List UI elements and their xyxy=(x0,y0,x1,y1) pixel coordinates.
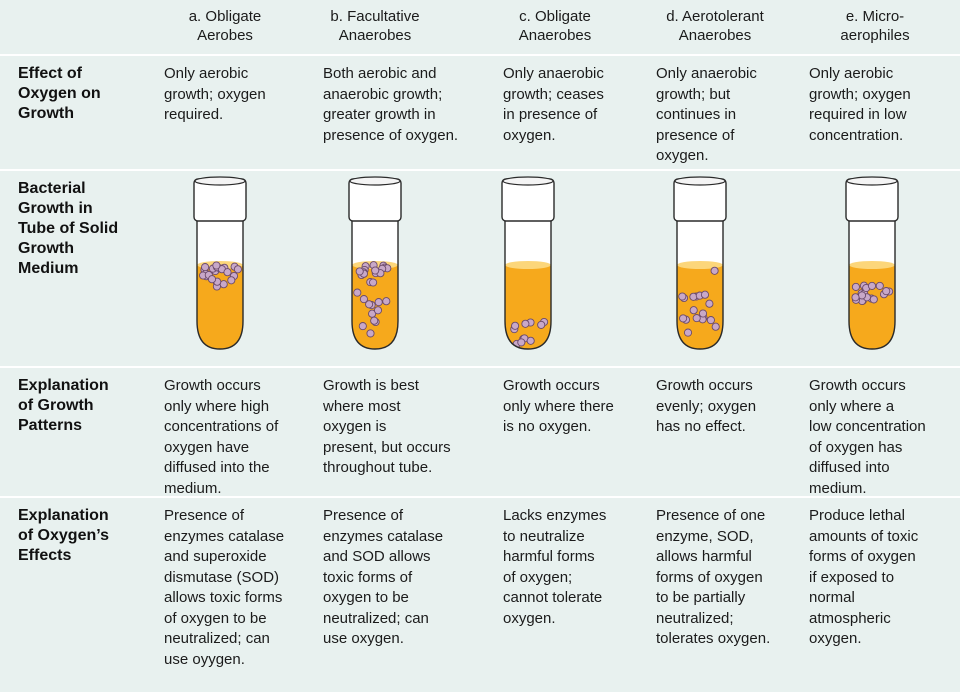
bacterial-colony xyxy=(358,322,367,331)
explain-row-label: Explanation of Growth Patterns xyxy=(18,377,109,434)
bacterial-colony xyxy=(359,295,368,304)
growth-medium xyxy=(849,265,895,349)
explain-cell-b: Growth is best where most oxygen is pres… xyxy=(323,377,451,476)
tube-outline xyxy=(676,218,724,350)
bacterial-colony xyxy=(365,300,374,309)
bacterial-colony xyxy=(711,322,720,331)
bacterial-colony xyxy=(526,336,535,345)
bacterial-colony xyxy=(521,319,530,328)
effect-row-label: Effect of Oxygen on Growth xyxy=(18,65,101,122)
bacterial-colony xyxy=(517,338,526,347)
bacterial-colony xyxy=(227,276,236,285)
bacterial-colony xyxy=(355,267,364,276)
oxygen-row-label: Explanation of Oxygen’s Effects xyxy=(18,507,109,564)
bacterial-colony xyxy=(370,316,379,325)
bacterial-colony xyxy=(369,278,378,287)
tube-outline xyxy=(504,218,552,350)
header-aerotolerant-anaerobes: d. Aerotolerant Anaerobes xyxy=(666,8,764,44)
bacterial-colony xyxy=(223,268,232,277)
bacterial-colony xyxy=(700,290,710,299)
growth-medium xyxy=(505,265,551,349)
effect-cell-d: Only anaerobic growth; but continues in … xyxy=(656,65,757,164)
bacterial-colony xyxy=(371,266,380,275)
bacterial-colony xyxy=(705,299,714,308)
bacterial-colony xyxy=(851,282,860,291)
explain-cell-c: Growth occurs only where there is no oxy… xyxy=(503,377,614,435)
tube-outline xyxy=(848,218,896,350)
header-facultative-anaerobes: b. Facultative Anaerobes xyxy=(330,8,420,44)
header-obligate-aerobes: a. Obligate Aerobes xyxy=(188,8,262,44)
bacterial-colony xyxy=(683,328,693,337)
oxygen-cell-c: Lacks enzymes to neutralize harmful form… xyxy=(503,507,607,627)
bacterial-colony xyxy=(882,287,891,296)
tube-outline xyxy=(196,218,244,350)
tube-microaerophiles xyxy=(845,176,899,350)
bacterial-colony xyxy=(689,292,698,301)
bacterial-colony xyxy=(679,314,688,323)
bacterial-colony xyxy=(706,316,715,325)
explain-cell-d: Growth occurs evenly; oxygen has no effe… xyxy=(656,377,757,435)
bacterial-colony xyxy=(207,275,217,284)
effect-cell-c: Only anaerobic growth; ceases in presenc… xyxy=(503,65,604,144)
bacterial-colony xyxy=(233,265,242,274)
bacterial-colony xyxy=(869,295,878,304)
bacterial-colony xyxy=(867,281,877,290)
bacterial-colony xyxy=(374,298,383,307)
explain-row: Explanation of Growth Patterns Growth oc… xyxy=(0,366,960,497)
bacterial-colony xyxy=(353,288,362,297)
bacterial-colony xyxy=(698,309,708,318)
tube-cap-top xyxy=(846,176,898,186)
bacterial-colony xyxy=(212,261,221,270)
explain-cell-e: Growth occurs only where a low concentra… xyxy=(809,377,926,497)
bacterial-colony xyxy=(366,329,375,338)
medium-surface xyxy=(505,261,551,269)
tube-obligate-anaerobes xyxy=(501,176,555,350)
header-row: a. Obligate Aerobes b. Facultative Anaer… xyxy=(0,0,960,54)
bacterial-colony xyxy=(692,314,701,323)
oxygen-row: Explanation of Oxygen’s Effects Presence… xyxy=(0,496,960,692)
medium-surface xyxy=(849,261,895,269)
bacterial-colony xyxy=(678,292,687,301)
tube-cap-top xyxy=(194,176,246,186)
bacterial-colony xyxy=(201,263,210,272)
effect-cell-b: Both aerobic and anaerobic growth; great… xyxy=(323,65,459,144)
medium-surface xyxy=(677,261,723,269)
oxygen-cell-d: Presence of one enzyme, SOD, allows harm… xyxy=(656,507,771,647)
tube-obligate-aerobes xyxy=(193,176,247,350)
growth-medium xyxy=(677,265,723,349)
bacterial-colony xyxy=(537,320,546,329)
bacterial-colony xyxy=(851,293,860,302)
oxygen-cell-a: Presence of enzymes catalase and superox… xyxy=(164,507,285,668)
tube-facultative-anaerobes xyxy=(348,176,402,350)
header-microaerophiles: e. Micro- aerophiles xyxy=(840,8,910,44)
bacterial-colony xyxy=(382,297,391,306)
tube-cap-top xyxy=(349,176,401,186)
tube-cap-top xyxy=(674,176,726,186)
tube-aerotolerant-anaerobes xyxy=(673,176,727,350)
oxygen-cell-b: Presence of enzymes catalase and SOD all… xyxy=(323,507,444,647)
explain-cell-a: Growth occurs only where high concentrat… xyxy=(164,377,279,497)
bacterial-colony xyxy=(373,306,383,315)
tubes-row: Bacterial Growth in Tube of Solid Growth… xyxy=(0,169,960,366)
effect-cell-e: Only aerobic growth; oxygen required in … xyxy=(809,65,911,144)
bacterial-colony xyxy=(875,281,884,290)
bacterial-colony xyxy=(710,266,719,275)
header-obligate-anaerobes: c. Obligate Anaerobes xyxy=(518,8,592,44)
bacterial-colony xyxy=(689,306,698,315)
tubes-row-label: Bacterial Growth in Tube of Solid Growth… xyxy=(18,180,119,277)
effect-row: Effect of Oxygen on Growth Only aerobic … xyxy=(0,54,960,169)
tube-outline xyxy=(351,218,399,350)
effect-cell-a: Only aerobic growth; oxygen required. xyxy=(164,65,266,123)
oxygen-cell-e: Produce lethal amounts of toxic forms of… xyxy=(809,507,919,647)
bacterial-colony xyxy=(511,321,520,330)
tube-cap-top xyxy=(502,176,554,186)
